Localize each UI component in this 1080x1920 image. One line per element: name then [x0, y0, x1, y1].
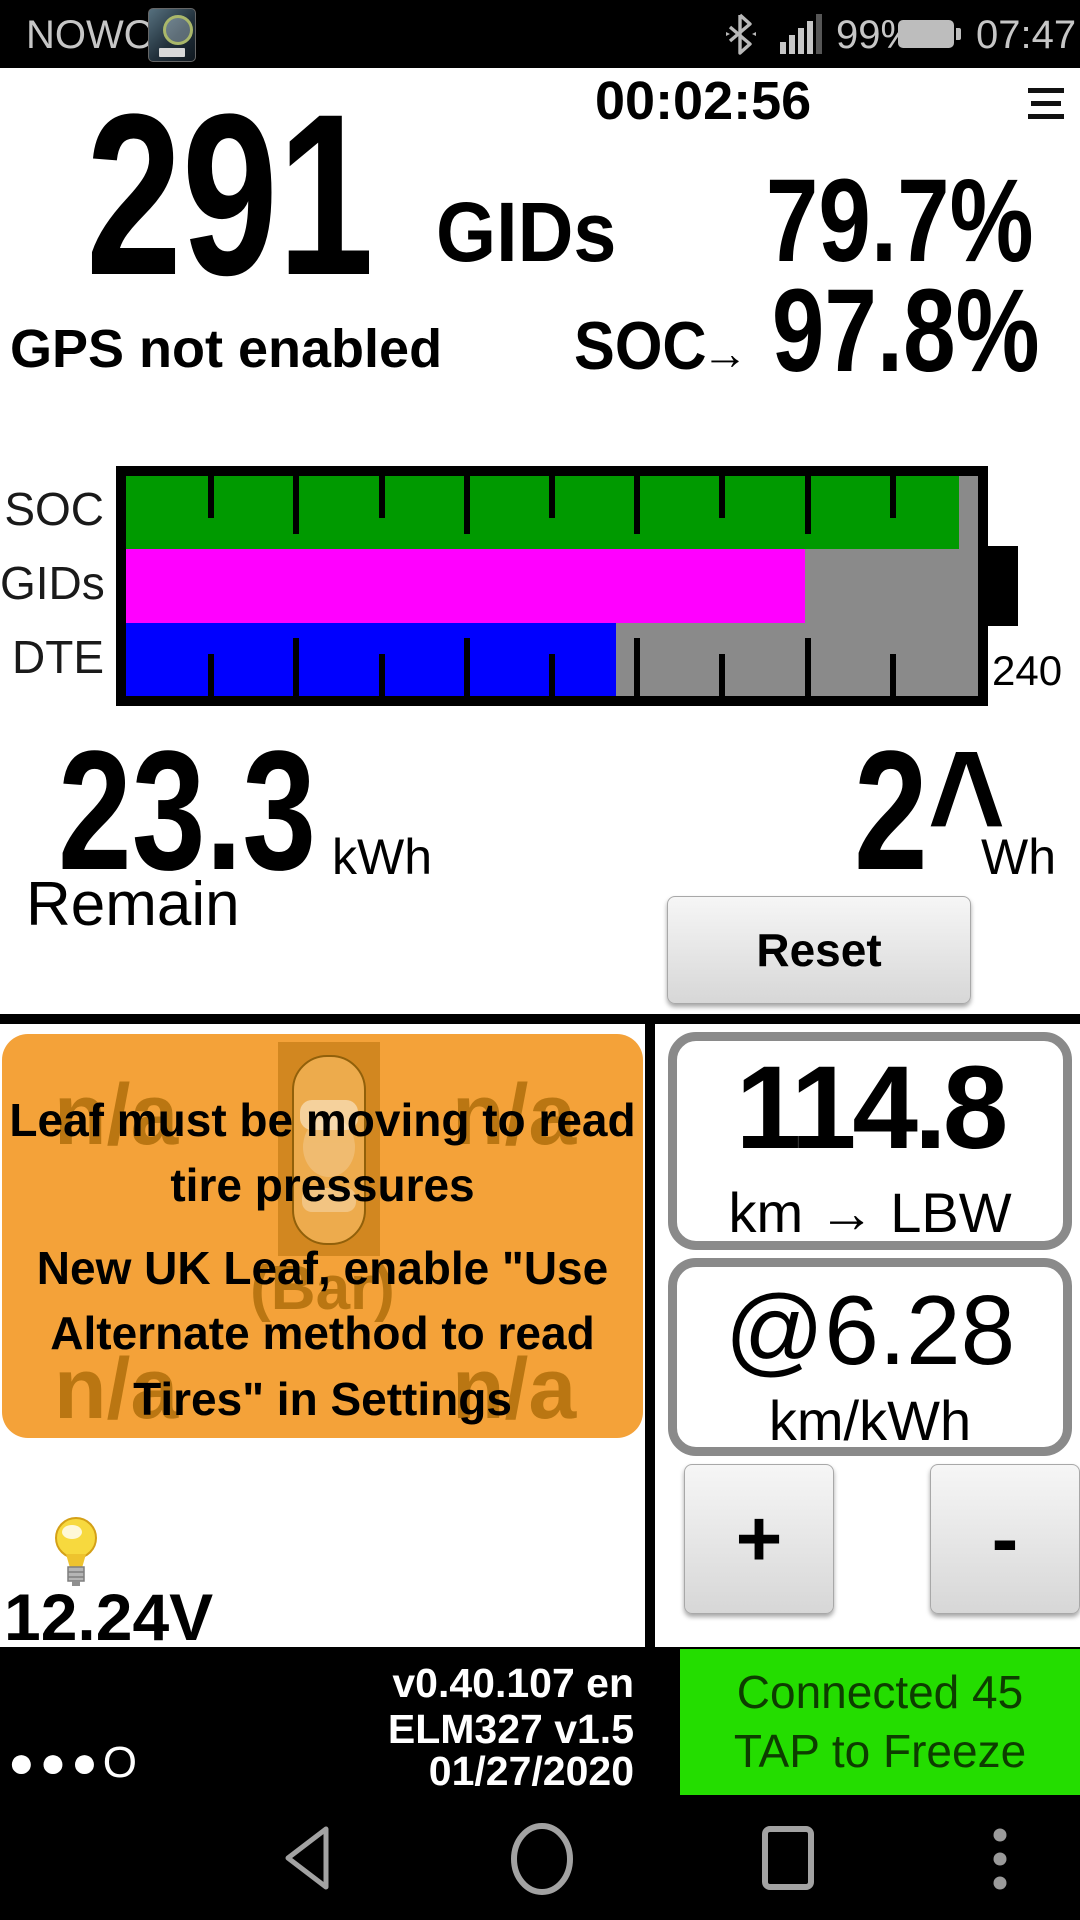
bluetooth-icon: [726, 13, 756, 55]
efficiency-unit: km/kWh: [768, 1389, 972, 1452]
android-nav-bar: [0, 1797, 1080, 1920]
range-to-lbw-card[interactable]: 114.8 km → LBW: [668, 1032, 1072, 1250]
increase-button[interactable]: +: [684, 1464, 834, 1614]
nav-home-icon[interactable]: [508, 1821, 576, 1897]
efficiency-card[interactable]: @6.28 km/kWh: [668, 1258, 1072, 1456]
aux-battery-voltage: 12.24V: [4, 1580, 214, 1654]
chart-row-label-soc: SOC: [4, 483, 104, 535]
build-date-label: 01/27/2020: [428, 1748, 634, 1794]
battery-level-chart: [116, 466, 988, 706]
clock-label: 07:47: [976, 13, 1077, 57]
tire-pressure-unit-label: (Bar): [250, 1254, 395, 1323]
tire-pressure-rear-left: n/a: [54, 1341, 179, 1437]
car-top-view-icon: [278, 1042, 380, 1256]
connection-status-line2: TAP to Freeze: [733, 1725, 1027, 1777]
minus-icon: -: [991, 1494, 1019, 1583]
carrier-label: NOWO: [26, 13, 155, 57]
connection-status-line1: Connected 45: [736, 1666, 1024, 1719]
battery-terminal-nub: [988, 546, 1018, 626]
chart-row-label-dte: DTE: [12, 631, 104, 683]
remaining-kwh-value: 23.3: [58, 716, 317, 906]
reset-button-label: Reset: [756, 924, 882, 976]
soc-label: SOC: [574, 308, 707, 384]
tire-settings-hint-message: New UK Leaf, enable "Use Alternate metho…: [36, 1242, 609, 1425]
wh-per-gid-unit: Wh: [981, 829, 1056, 885]
app-version-label: v0.40.107 en: [392, 1660, 634, 1706]
chart-row-label-gids: GIDs: [0, 557, 105, 609]
tire-pressure-rear-right: n/a: [452, 1341, 577, 1437]
chart-scale-max: 240: [992, 647, 1063, 694]
adapter-version-label: ELM327 v1.5: [387, 1706, 634, 1752]
gids-value: 291: [86, 66, 374, 323]
reset-button[interactable]: Reset: [667, 896, 971, 1004]
connection-progress-dots: ●●●O: [8, 1738, 142, 1787]
tire-warning-message: Leaf must be moving to read tire pressur…: [9, 1094, 636, 1212]
remaining-label: Remain: [26, 870, 240, 939]
plus-icon: +: [735, 1494, 783, 1583]
gids-bar-row: [126, 549, 978, 623]
signal-strength-icon: [780, 14, 824, 54]
battery-icon: [898, 20, 962, 48]
connection-status-button[interactable]: Connected 45 TAP to Freeze: [680, 1649, 1080, 1795]
leafspy-app-icon: [148, 8, 196, 62]
range-value: 114.8: [735, 1042, 1009, 1174]
decrease-button[interactable]: -: [930, 1464, 1080, 1614]
menu-icon[interactable]: [1028, 88, 1068, 122]
gids-bar-fill: [126, 549, 806, 623]
wh-per-gid-value: 2^: [854, 716, 1006, 906]
nav-back-icon[interactable]: [278, 1825, 334, 1891]
soc-bar-fill: [126, 476, 960, 550]
column-divider: [645, 1024, 655, 1647]
dte-bar-fill: [126, 622, 616, 696]
trip-timer: 00:02:56: [595, 71, 812, 131]
magnifier-lens-icon: [163, 15, 193, 45]
nav-recents-icon[interactable]: [760, 1825, 816, 1891]
section-divider: [0, 1014, 1080, 1024]
car-plate-decoration: [159, 48, 185, 57]
footer-bar: ●●●O v0.40.107 en ELM327 v1.5 01/27/2020…: [0, 1647, 1080, 1797]
tire-pressure-front-left: n/a: [54, 1067, 179, 1163]
status-bar: NOWO 99% 07:47: [0, 0, 1080, 68]
nav-overflow-icon[interactable]: [992, 1827, 1008, 1891]
gids-percent: 79.7%: [766, 155, 1034, 287]
soc-arrow-icon: →: [702, 327, 748, 379]
bulb-icon: [55, 1517, 97, 1586]
remaining-kwh-unit: kWh: [332, 829, 432, 885]
dte-bar-row: [126, 622, 978, 696]
tire-pressure-panel[interactable]: n/a n/a n/a n/a (Bar) Leaf must be movin…: [2, 1034, 643, 1438]
soc-value: 97.8%: [772, 265, 1040, 397]
soc-bar-row: [126, 476, 978, 550]
gids-unit-label: GIDs: [436, 185, 617, 279]
gps-status: GPS not enabled: [10, 319, 443, 379]
range-unit: km → LBW: [728, 1181, 1012, 1244]
tire-pressure-front-right: n/a: [452, 1067, 577, 1163]
efficiency-value: @6.28: [724, 1275, 1016, 1385]
